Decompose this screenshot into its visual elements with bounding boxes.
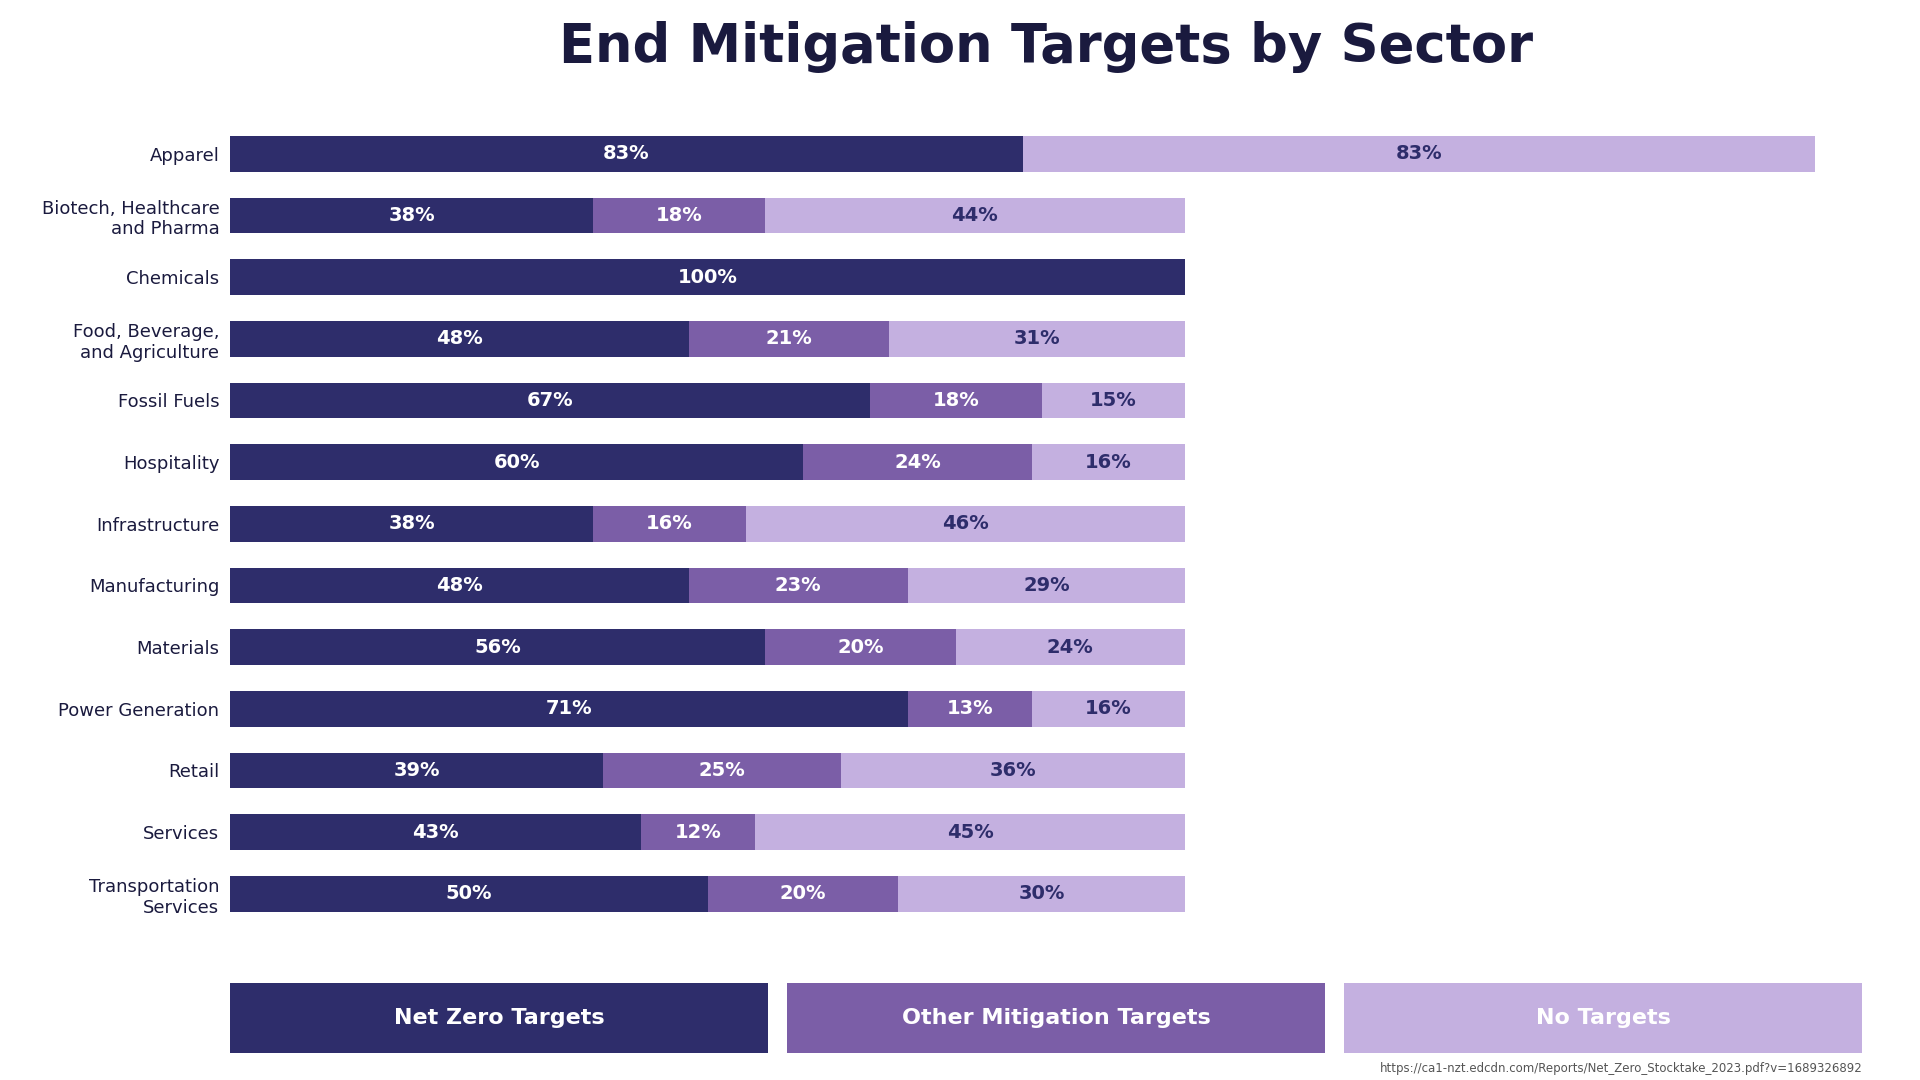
Bar bbox=[1023, 136, 1814, 172]
Text: https://ca1-nzt.edcdn.com/Reports/Net_Zero_Stocktake_2023.pdf?v=1689326892: https://ca1-nzt.edcdn.com/Reports/Net_Ze… bbox=[1380, 1062, 1862, 1075]
Bar bbox=[1033, 444, 1185, 480]
Text: 25%: 25% bbox=[699, 761, 745, 780]
Text: 16%: 16% bbox=[645, 514, 693, 534]
Bar bbox=[689, 321, 889, 356]
Text: 20%: 20% bbox=[780, 885, 826, 903]
Bar bbox=[708, 876, 899, 912]
Text: 71%: 71% bbox=[545, 699, 593, 718]
Text: 24%: 24% bbox=[1046, 637, 1094, 657]
Bar bbox=[1043, 382, 1185, 418]
Bar bbox=[1033, 691, 1185, 727]
Bar bbox=[764, 630, 956, 665]
Bar bbox=[908, 568, 1185, 604]
Bar bbox=[230, 568, 689, 604]
Bar bbox=[230, 691, 908, 727]
Bar bbox=[230, 198, 593, 233]
Text: 24%: 24% bbox=[895, 453, 941, 472]
Bar bbox=[745, 505, 1185, 542]
Text: 18%: 18% bbox=[655, 206, 703, 225]
Text: 30%: 30% bbox=[1018, 885, 1066, 903]
Bar bbox=[230, 505, 593, 542]
Bar bbox=[908, 691, 1033, 727]
Text: 16%: 16% bbox=[1085, 699, 1131, 718]
Text: 100%: 100% bbox=[678, 268, 737, 286]
Bar bbox=[603, 753, 841, 788]
Bar bbox=[899, 876, 1185, 912]
Bar bbox=[230, 259, 1185, 295]
Bar bbox=[870, 382, 1043, 418]
Bar bbox=[956, 630, 1185, 665]
Text: 36%: 36% bbox=[989, 761, 1037, 780]
Text: 38%: 38% bbox=[388, 206, 436, 225]
Title: End Mitigation Targets by Sector: End Mitigation Targets by Sector bbox=[559, 22, 1534, 73]
Bar bbox=[230, 630, 764, 665]
Text: 20%: 20% bbox=[837, 637, 883, 657]
Bar bbox=[230, 136, 1023, 172]
Bar bbox=[689, 568, 908, 604]
Bar bbox=[755, 814, 1185, 850]
Text: 18%: 18% bbox=[933, 391, 979, 410]
Text: 23%: 23% bbox=[776, 576, 822, 595]
Bar bbox=[593, 505, 745, 542]
Bar bbox=[230, 444, 803, 480]
Bar bbox=[230, 321, 689, 356]
Bar bbox=[230, 382, 870, 418]
Text: 12%: 12% bbox=[674, 823, 722, 841]
Text: 44%: 44% bbox=[952, 206, 998, 225]
Text: 38%: 38% bbox=[388, 514, 436, 534]
Text: 56%: 56% bbox=[474, 637, 520, 657]
Text: 29%: 29% bbox=[1023, 576, 1069, 595]
Bar bbox=[641, 814, 755, 850]
Text: 60%: 60% bbox=[493, 453, 540, 472]
Text: 50%: 50% bbox=[445, 885, 492, 903]
Text: 83%: 83% bbox=[603, 145, 649, 163]
Text: 83%: 83% bbox=[1396, 145, 1442, 163]
Text: 31%: 31% bbox=[1014, 329, 1060, 349]
Text: 46%: 46% bbox=[943, 514, 989, 534]
Text: 43%: 43% bbox=[413, 823, 459, 841]
Text: 21%: 21% bbox=[766, 329, 812, 349]
Bar bbox=[889, 321, 1185, 356]
Text: 48%: 48% bbox=[436, 576, 482, 595]
Bar bbox=[593, 198, 764, 233]
Bar bbox=[841, 753, 1185, 788]
Text: No Targets: No Targets bbox=[1536, 1008, 1670, 1028]
Text: 13%: 13% bbox=[947, 699, 993, 718]
Text: 15%: 15% bbox=[1091, 391, 1137, 410]
Bar bbox=[230, 876, 708, 912]
Text: 16%: 16% bbox=[1085, 453, 1131, 472]
Text: 39%: 39% bbox=[394, 761, 440, 780]
Bar bbox=[803, 444, 1033, 480]
Text: 67%: 67% bbox=[526, 391, 574, 410]
Bar bbox=[230, 753, 603, 788]
Bar bbox=[230, 814, 641, 850]
Text: 48%: 48% bbox=[436, 329, 482, 349]
Text: 45%: 45% bbox=[947, 823, 993, 841]
Text: Net Zero Targets: Net Zero Targets bbox=[394, 1008, 605, 1028]
Bar bbox=[764, 198, 1185, 233]
Text: Other Mitigation Targets: Other Mitigation Targets bbox=[902, 1008, 1210, 1028]
